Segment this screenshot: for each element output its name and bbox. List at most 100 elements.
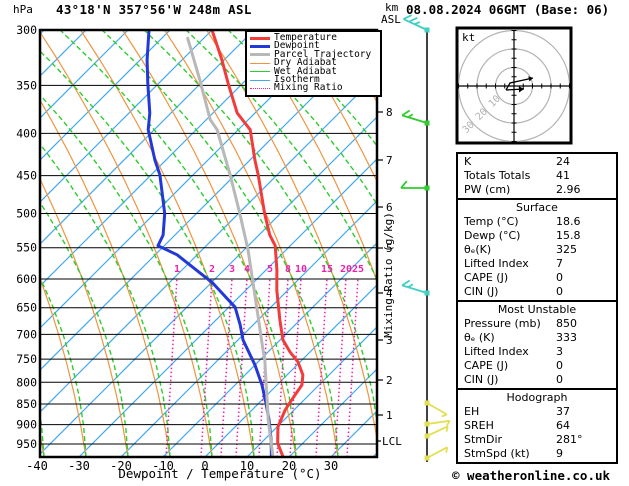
- wind-barb-feather: [403, 14, 412, 20]
- indices-section-title: Hodograph: [506, 391, 568, 404]
- mixing-ratio-value: 3: [229, 264, 235, 275]
- lcl-label: LCL: [382, 435, 402, 448]
- isotherm-line: [41, 31, 128, 118]
- stat-row: CAPE (J) 0: [458, 359, 616, 373]
- mixing-ratio-value: 1: [174, 264, 180, 275]
- wind-barb-feather: [445, 426, 449, 432]
- legend-label: Dewpoint: [274, 40, 320, 52]
- hodograph-unit-label: kt: [462, 31, 475, 44]
- legend-label: Temperature: [274, 32, 337, 43]
- stat-label: StmSpd (kt): [464, 447, 530, 460]
- mixing-ratio-line: [220, 277, 233, 456]
- stat-row: Temp (°C) 18.6: [458, 215, 616, 229]
- pressure-tick-label: 450: [16, 169, 37, 183]
- legend-row: Temperature: [250, 32, 380, 43]
- indices-section-title: Most Unstable: [497, 303, 577, 316]
- legend: Temperature Dewpoint Parcel Trajectory Dry …: [245, 30, 382, 97]
- wet-adiabat-line: [41, 144, 171, 456]
- station-title: 43°18'N 357°56'W 248m ASL: [56, 2, 252, 17]
- dry-adiabat-line: [206, 31, 376, 437]
- legend-label: Parcel Trajectory: [274, 48, 372, 60]
- pressure-tick-label: 500: [16, 206, 37, 220]
- wind-barb-staff: [426, 446, 448, 459]
- stat-label: StmDir: [464, 433, 503, 446]
- stat-label: Lifted Index: [464, 345, 529, 358]
- km-tick-label: 4: [386, 287, 393, 300]
- isotherm-line: [247, 327, 376, 456]
- dry-adiabat-line: [41, 32, 213, 456]
- series-temperature: [210, 31, 305, 456]
- stat-value: 325: [556, 243, 577, 256]
- isotherm-line: [41, 75, 376, 412]
- legend-line-sample: [250, 45, 270, 49]
- stat-value: 3: [556, 345, 563, 358]
- dry-adiabat-line: [41, 100, 171, 456]
- isotherm-line: [289, 369, 376, 456]
- dry-adiabat-lines: [41, 31, 376, 456]
- mixing-ratio-value: 20: [340, 264, 352, 275]
- stat-value: 0: [556, 359, 563, 372]
- wet-adiabat-line: [60, 31, 297, 456]
- pressure-tick-label: 950: [16, 437, 37, 451]
- km-tick-label: 5: [386, 242, 393, 255]
- indices-section: Surface Temp (°C) 18.6 Dewp (°C) 15.8 θₑ(K) 32…: [456, 198, 618, 302]
- mixing-ratio-value-labels: 1 2 3 4 5 8 10 15 20 25: [174, 264, 364, 275]
- temp-tick-label: -10: [152, 459, 174, 473]
- wind-barb-staff: [401, 114, 428, 124]
- km-tick-label: 6: [386, 201, 393, 214]
- dry-adiabat-line: [41, 279, 87, 456]
- pressure-tick-label: 350: [16, 78, 37, 92]
- km-tick-label: 3: [386, 334, 393, 347]
- stat-label: Temp (°C): [464, 215, 519, 228]
- wind-barb-feather: [401, 279, 411, 287]
- km-tick-label: 1: [386, 409, 393, 422]
- mixing-ratio-value: 2: [209, 264, 215, 275]
- km-tick-label: 8: [386, 106, 393, 119]
- wet-adiabat-line: [270, 31, 376, 146]
- axis-tick-labels: 3003504004505005506006507007508008509009…: [16, 23, 393, 473]
- wind-barb-feather: [400, 180, 408, 189]
- legend-row: Parcel Trajectory: [250, 48, 380, 60]
- mixing-ratio-line: [346, 277, 359, 456]
- dry-adiabat-line: [248, 31, 376, 281]
- legend-label: Dry Adiabat: [274, 57, 337, 69]
- isotherm-line: [41, 31, 170, 160]
- wind-barb-column: [400, 14, 451, 462]
- stat-value: 850: [556, 317, 577, 330]
- stat-value: 24: [556, 155, 570, 168]
- sounding-curves: [145, 31, 305, 456]
- stat-row: PW (cm) 2.96: [458, 183, 616, 197]
- pressure-tick-label: 700: [16, 327, 37, 341]
- dry-adiabat-line: [80, 31, 255, 456]
- stat-label: CIN (J): [464, 373, 499, 386]
- pressure-tick-label: 600: [16, 272, 37, 286]
- indices-section-title: Surface: [516, 201, 558, 214]
- stat-value: 64: [556, 419, 570, 432]
- stat-row: Pressure (mb) 850: [458, 317, 616, 331]
- isotherm-line: [41, 31, 338, 328]
- stat-row: Lifted Index 3: [458, 345, 616, 359]
- wet-adiabat-line: [144, 31, 376, 421]
- temp-tick-label: -20: [110, 459, 132, 473]
- mixing-ratio-line: [235, 277, 248, 456]
- temp-tick-label: -40: [26, 459, 48, 473]
- altitude-axis-unit-km: km: [385, 1, 399, 14]
- pressure-tick-label: 300: [16, 23, 37, 37]
- wet-adiabat-line: [41, 202, 129, 456]
- stat-row: StmDir 281°: [458, 433, 616, 447]
- stat-label: Lifted Index: [464, 257, 529, 270]
- legend-label: Mixing Ratio: [274, 82, 343, 94]
- legend-line-sample: [250, 53, 270, 57]
- stat-value: 41: [556, 169, 570, 182]
- dry-adiabat-line: [41, 179, 129, 456]
- series-parcel-trajectory: [186, 36, 275, 456]
- stat-row: Lifted Index 7: [458, 257, 616, 271]
- indices-section: K 24 Totals Totals 41 PW (cm) 2.96: [456, 152, 618, 200]
- legend-row: Mixing Ratio: [250, 82, 380, 94]
- plot-border: [38, 28, 379, 459]
- indices-panel: K 24 Totals Totals 41 PW (cm) 2.96 Surface Temp…: [456, 152, 618, 464]
- series-dewpoint: [145, 31, 273, 456]
- mixing-ratio-value: 4: [244, 264, 250, 275]
